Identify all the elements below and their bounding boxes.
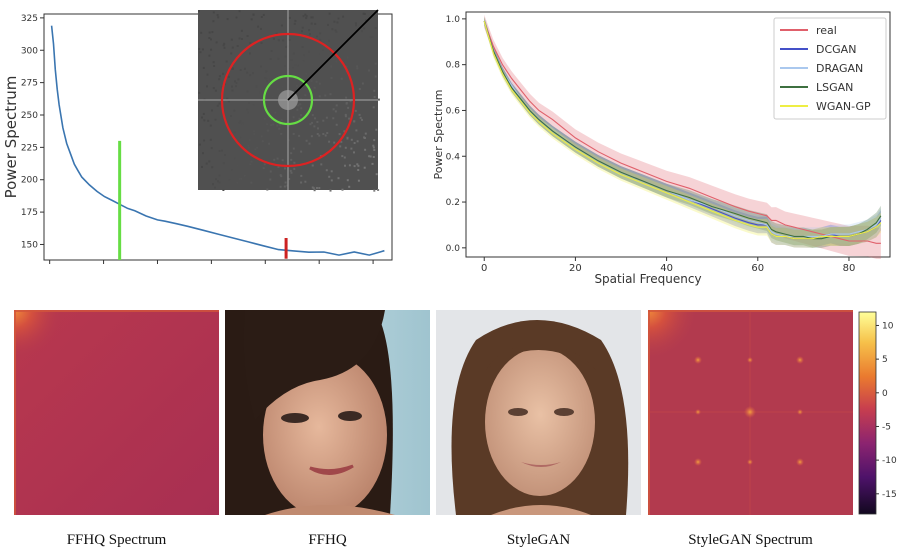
inset-red-circle bbox=[220, 32, 356, 168]
y-tick-label: 0.8 bbox=[446, 61, 461, 71]
y-tick-label: 300 bbox=[21, 46, 38, 56]
y-tick-label: 0.0 bbox=[446, 244, 461, 254]
inset-green-circle bbox=[262, 74, 314, 126]
colorbar: 10 5 0 -5 -10 -15 bbox=[858, 311, 897, 515]
legend-label: DCGAN bbox=[816, 43, 856, 56]
ffhq-face-image bbox=[225, 310, 430, 515]
panel-ffhq-photo bbox=[225, 310, 430, 515]
series-band-wgan-gp bbox=[484, 17, 881, 248]
caption-ffhq: FFHQ bbox=[308, 532, 347, 548]
power-spectrum-line bbox=[50, 25, 385, 256]
colorbar-tick-label: -15 bbox=[882, 490, 897, 500]
y-tick-label: 0.4 bbox=[446, 152, 461, 162]
y-tick-label: 250 bbox=[21, 111, 38, 121]
panel-ffhq-spectrum bbox=[14, 310, 219, 515]
y-tick-label: 275 bbox=[21, 79, 38, 89]
y-tick-label: 200 bbox=[21, 176, 38, 186]
x-tick-label: 40 bbox=[660, 263, 673, 274]
y-tick-label: 175 bbox=[21, 208, 38, 218]
x-axis-label: Spatial Frequency bbox=[594, 272, 701, 286]
caption-ffhq-spectrum: FFHQ Spectrum bbox=[66, 532, 167, 548]
series-line-wgan-gp bbox=[483, 21, 882, 240]
panel-stylegan-spectrum bbox=[648, 310, 853, 515]
x-tick-label: 0 bbox=[481, 263, 487, 274]
x-tick-label: 60 bbox=[751, 263, 764, 274]
inset-spectrum-image bbox=[198, 9, 380, 192]
chart-power-spectrum-left: 150 175 200 225 250 275 300 325 Power Spectrum bbox=[2, 9, 393, 264]
legend-label: WGAN-GP bbox=[816, 100, 871, 113]
legend-label: LSGAN bbox=[816, 81, 853, 94]
caption-stylegan: StyleGAN bbox=[506, 532, 571, 548]
stylegan-face-image bbox=[436, 310, 641, 515]
colorbar-tick-label: -10 bbox=[882, 456, 897, 466]
ffhq-spectrum-heatmap bbox=[14, 310, 219, 515]
y-axis-label: Power Spectrum bbox=[432, 89, 445, 179]
legend-label: real bbox=[816, 24, 837, 37]
colorbar-tick-label: 5 bbox=[882, 355, 888, 365]
legend-label: DRAGAN bbox=[816, 62, 863, 75]
colorbar-tick-label: 10 bbox=[882, 321, 894, 331]
y-axis-label: Power Spectrum bbox=[2, 76, 20, 199]
stylegan-spectrum-heatmap bbox=[648, 310, 853, 515]
x-tick-label: 20 bbox=[569, 263, 582, 274]
colorbar-tick-label: 0 bbox=[882, 389, 888, 399]
series-band-dcgan bbox=[484, 17, 881, 248]
y-tick-label: 225 bbox=[21, 143, 38, 153]
y-tick-label: 150 bbox=[21, 240, 38, 250]
series-band-lsgan bbox=[484, 17, 881, 248]
x-tick-label: 80 bbox=[843, 263, 856, 274]
legend-box bbox=[773, 17, 887, 120]
caption-stylegan-spectrum: StyleGAN Spectrum bbox=[688, 532, 813, 548]
y-tick-label: 0.6 bbox=[446, 106, 461, 116]
inset-radius-line bbox=[287, 9, 379, 101]
series-band-dragan bbox=[484, 17, 881, 246]
colorbar-gradient bbox=[858, 311, 877, 515]
y-tick-label: 325 bbox=[21, 14, 38, 24]
series-line-real bbox=[483, 21, 881, 244]
chart-spatial-frequency-right: 0.0 0.2 0.4 0.6 0.8 1.0 0 20 40 60 80 Spatial Frequ… bbox=[432, 11, 891, 286]
colorbar-tick-label: -5 bbox=[882, 422, 891, 432]
y-tick-label: 1.0 bbox=[446, 15, 461, 25]
y-tick-label: 0.2 bbox=[446, 198, 460, 208]
panel-stylegan-photo bbox=[436, 310, 641, 515]
